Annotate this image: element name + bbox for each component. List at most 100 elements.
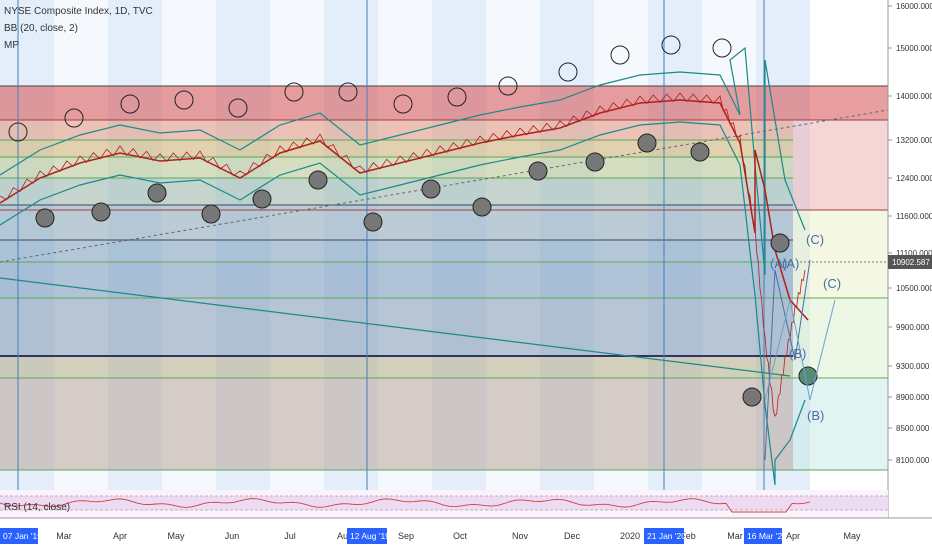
bg-stripe xyxy=(0,0,54,490)
bg-stripe xyxy=(648,0,702,490)
zone-ext-teal xyxy=(793,380,888,470)
zone-band xyxy=(0,86,888,120)
marker-circle-open xyxy=(558,62,578,82)
wave-label: (C) xyxy=(806,232,824,247)
y-tick-label: 10500.000 xyxy=(896,284,932,293)
bg-stripe xyxy=(54,0,108,490)
y-tick-label: 12400.000 xyxy=(896,174,932,183)
marker-circle-open xyxy=(661,35,681,55)
marker-circle-open xyxy=(338,82,358,102)
symbol-title[interactable]: NYSE Composite Index, 1D, TVC xyxy=(4,6,153,17)
marker-circle-filled xyxy=(421,179,441,199)
x-tick-label: Apr xyxy=(786,531,800,541)
marker-circle-open xyxy=(712,38,732,58)
y-tick-label: 14000.000 xyxy=(896,92,932,101)
y-tick-label: 16000.000 xyxy=(896,2,932,11)
rsi-series xyxy=(0,498,811,513)
x-tick-label: Aug xyxy=(337,531,353,541)
rsi-legend[interactable]: RSI (14, close) xyxy=(4,502,71,513)
price-readout: 10902.587 xyxy=(892,258,930,267)
x-tick-label: Sep xyxy=(398,531,414,541)
marker-circle-filled xyxy=(252,189,272,209)
bollinger-legend[interactable]: BB (20, close, 2) xyxy=(4,23,78,34)
marker-circle-open xyxy=(610,45,630,65)
marker-circle-open xyxy=(284,82,304,102)
wave-label: (A) xyxy=(770,256,787,271)
x-tick-label: 2020 xyxy=(620,531,640,541)
marker-circle-filled xyxy=(770,233,790,253)
marker-circle-open xyxy=(64,108,84,128)
y-tick-label: 8900.000 xyxy=(896,393,930,402)
y-tick-label: 15000.000 xyxy=(896,44,932,53)
date-badge-label: 12 Aug '19 xyxy=(350,531,390,541)
x-tick-label: Feb xyxy=(680,531,696,541)
bg-stripe xyxy=(432,0,486,490)
wave-label: (C) xyxy=(823,276,841,291)
bollinger-lower xyxy=(0,121,806,486)
marker-circle-filled xyxy=(35,208,55,228)
x-tick-label: Oct xyxy=(453,531,468,541)
bg-stripe xyxy=(540,0,594,490)
x-tick-label: May xyxy=(843,531,861,541)
date-badge-label: 21 Jan '20 xyxy=(647,531,686,541)
marker-circle-filled xyxy=(690,142,710,162)
bg-stripe xyxy=(594,0,648,490)
date-badge-label: 16 Mar '20 xyxy=(747,531,787,541)
marker-circle-filled xyxy=(798,366,818,386)
x-tick-label: Apr xyxy=(113,531,127,541)
wave-label: (A) xyxy=(782,256,799,271)
x-tick-label: May xyxy=(167,531,185,541)
y-tick-label: 11600.000 xyxy=(896,212,932,221)
bg-stripe xyxy=(162,0,216,490)
marker-circle-filled xyxy=(363,212,383,232)
zone-band xyxy=(0,262,793,298)
marker-circle-filled xyxy=(742,387,762,407)
date-badge xyxy=(347,528,387,544)
bg-stripe xyxy=(486,0,540,490)
marker-circle-filled xyxy=(585,152,605,172)
x-tick-label: Mar xyxy=(56,531,72,541)
wave-path-2 xyxy=(764,299,836,401)
zone-ext-pink xyxy=(793,120,888,210)
wave-path-1 xyxy=(764,259,811,461)
marker-circle-filled xyxy=(528,161,548,181)
marker-circle-open xyxy=(8,122,28,142)
x-tick-label: Dec xyxy=(564,531,581,541)
mp-legend[interactable]: MP xyxy=(4,40,19,51)
marker-circle-open xyxy=(120,94,140,114)
marker-circle-open xyxy=(174,90,194,110)
marker-circle-open xyxy=(393,94,413,114)
marker-circle-open xyxy=(498,76,518,96)
marker-circle-filled xyxy=(201,204,221,224)
rsi-pane xyxy=(0,490,888,518)
wave-label: (B) xyxy=(807,408,824,423)
bollinger-upper xyxy=(0,46,806,276)
x-tick-label: Mar xyxy=(727,531,743,541)
dashed-trend-line xyxy=(0,109,889,263)
bg-stripe xyxy=(216,0,270,490)
zone-band xyxy=(0,120,793,140)
bg-stripe xyxy=(270,0,324,490)
marker-circle-open xyxy=(447,87,467,107)
date-badge-label: 07 Jan '19 xyxy=(3,531,42,541)
date-badge xyxy=(0,528,38,544)
trend-line xyxy=(0,277,791,377)
y-tick-label: 13200.000 xyxy=(896,136,932,145)
zone-band xyxy=(0,378,793,470)
bg-stripe xyxy=(378,0,432,490)
x-tick-label: Jun xyxy=(225,531,240,541)
price-readout-badge xyxy=(888,255,932,269)
marker-circle-filled xyxy=(91,202,111,222)
marker-circle-filled xyxy=(472,197,492,217)
wave-label: (B) xyxy=(789,346,806,361)
y-tick-label: 8500.000 xyxy=(896,424,930,433)
x-tick-label: Jul xyxy=(284,531,296,541)
marker-circle-open xyxy=(228,98,248,118)
zone-band xyxy=(0,178,793,205)
bollinger-midband xyxy=(0,99,809,321)
y-tick-label: 9300.000 xyxy=(896,362,930,371)
date-badge xyxy=(744,528,782,544)
y-tick-label: 11100.000 xyxy=(896,249,932,258)
price-series xyxy=(0,92,806,417)
